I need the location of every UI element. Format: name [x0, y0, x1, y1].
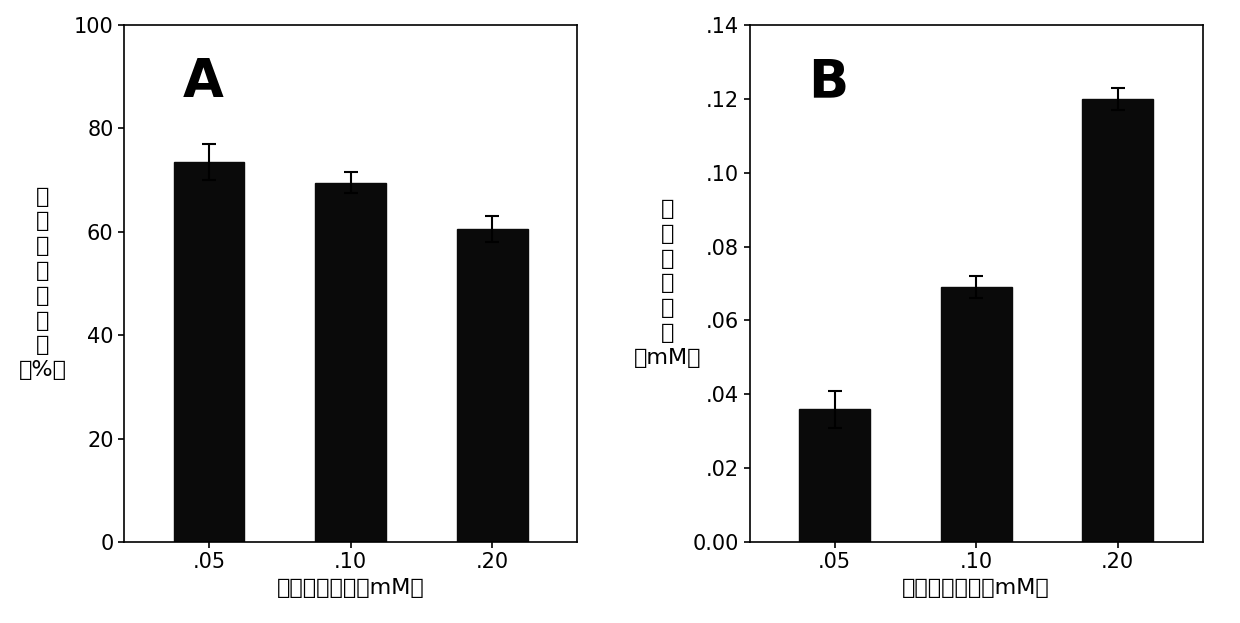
X-axis label: 亚碲酸钾浓度（mM）: 亚碲酸钾浓度（mM）: [903, 578, 1050, 598]
Text: A: A: [184, 56, 223, 108]
Text: B: B: [808, 56, 848, 108]
Bar: [1083, 99, 1153, 542]
Bar: [315, 183, 386, 542]
Text: 纳
米
碲
合
成
量
（mM）: 纳 米 碲 合 成 量 （mM）: [634, 199, 702, 368]
Text: 纳
米
碲
转
化
效
率
（%）: 纳 米 碲 转 化 效 率 （%）: [19, 187, 67, 380]
Bar: [174, 162, 244, 542]
X-axis label: 亚碲酸钾浓度（mM）: 亚碲酸钾浓度（mM）: [277, 578, 424, 598]
Bar: [456, 229, 528, 542]
Bar: [799, 409, 870, 542]
Bar: [941, 287, 1012, 542]
